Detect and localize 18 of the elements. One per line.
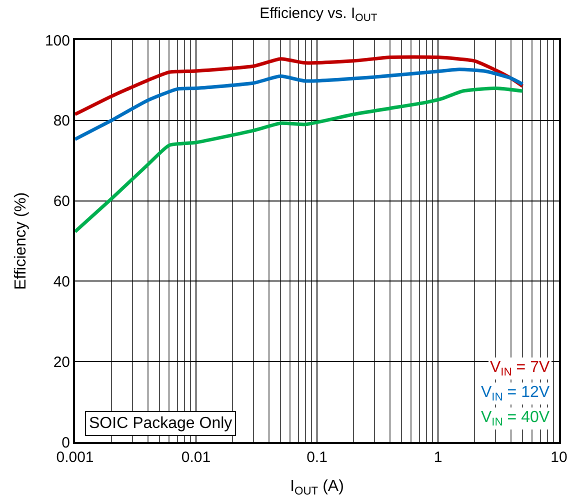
x-tick-label: 1 (434, 449, 442, 466)
y-tick-label: 20 (53, 354, 70, 371)
x-tick-label: 0.001 (56, 449, 94, 466)
text: V$_{IN}$ = 40V (481, 409, 550, 428)
annotation: SOIC Package Only (89, 415, 232, 432)
y-tick-label: 100 (44, 32, 70, 50)
y-axis-title: Efficiency (%) (12, 192, 30, 290)
x-axis-title: I$_{OUT}$ (A) (290, 478, 344, 498)
y-tick-label: 40 (53, 273, 70, 290)
x-tick-label: 0.01 (181, 449, 211, 466)
y-tick-label: 60 (53, 193, 70, 210)
y-tick-label: 80 (53, 112, 70, 130)
x-tick-label: 10 (550, 449, 568, 466)
text: V$_{IN}$ = 12V (481, 384, 550, 404)
x-tick-label: 0.1 (306, 449, 328, 466)
text: V$_{IN}$ = 7V (490, 359, 550, 378)
y-tick-label: 0 (62, 434, 70, 452)
chart-title: Efficiency vs. I$_{OUT}$ (260, 5, 378, 24)
